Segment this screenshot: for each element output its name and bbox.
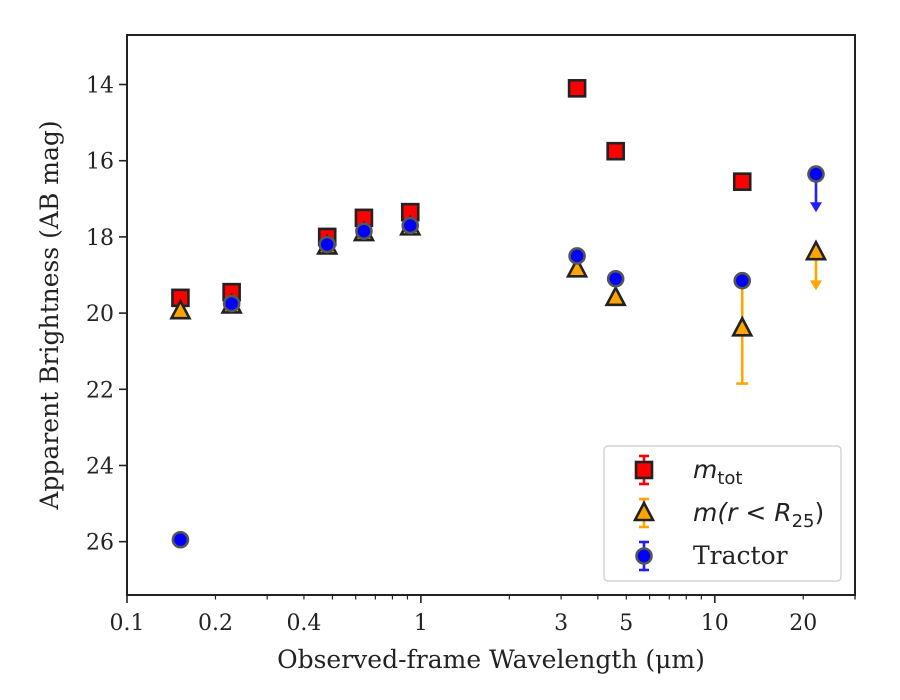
m-r25-point (804, 239, 828, 261)
tractor-point (807, 165, 825, 183)
legend-entry: mtot (634, 454, 743, 489)
x-tick-label: 0.1 (110, 611, 145, 636)
m-r25-point (565, 256, 589, 278)
legend-box (603, 445, 842, 582)
y-tick-label: 20 (86, 302, 114, 327)
m-r25-point (169, 298, 192, 320)
x-tick-label: 5 (619, 611, 633, 636)
plot-frame (126, 34, 856, 596)
x-axis-label: Observed-frame Wavelength (μm) (277, 645, 705, 674)
y-tick-label: 18 (86, 226, 114, 251)
x-tick-label: 0.2 (198, 611, 233, 636)
x-axis: 0.1 0.2 0.4 1 3 5 10 20 (110, 595, 856, 636)
limit-arrow-head (809, 202, 822, 213)
legend-entry: Tractor (635, 540, 788, 572)
tractor-point (318, 235, 337, 254)
y-axis: 14 16 18 20 22 24 26 (86, 74, 127, 556)
x-tick-label: 3 (554, 611, 568, 636)
mtot-point (606, 141, 625, 161)
legend-marker (635, 547, 653, 565)
legend-label: mtot (693, 455, 743, 489)
mtot-point (732, 172, 752, 191)
tractor-point (355, 222, 373, 240)
limit-arrow-head (809, 280, 822, 291)
m-r25-point (604, 285, 627, 307)
legend-entry: m(r < R25) (632, 497, 824, 532)
x-tick-label: 0.4 (286, 611, 321, 636)
tractor-point (568, 247, 586, 265)
tractor-point (222, 294, 241, 313)
x-tick-label: 1 (414, 611, 428, 636)
legend-marker (634, 460, 654, 480)
y-axis-label: Apparent Brightness (AB mag) (35, 120, 64, 510)
y-tick-label: 16 (86, 150, 114, 175)
mtot-point (567, 79, 587, 98)
tractor-point (401, 216, 420, 235)
data-marks (169, 79, 828, 549)
m-r25-point (731, 315, 754, 337)
legend-marker (632, 500, 656, 522)
x-tick-label: 10 (701, 611, 729, 636)
y-tick-label: 24 (86, 454, 114, 479)
legend-label: Tractor (693, 541, 788, 570)
legend-label: m(r < R25) (693, 498, 824, 532)
y-tick-label: 26 (86, 531, 114, 556)
y-tick-label: 22 (86, 378, 114, 403)
y-tick-label: 14 (86, 74, 114, 99)
tractor-point (606, 270, 625, 288)
x-tick-label: 20 (789, 611, 817, 636)
tractor-point (171, 530, 190, 549)
legend: mtot m(r < R25) Tractor (603, 445, 842, 582)
tractor-point (733, 271, 752, 290)
